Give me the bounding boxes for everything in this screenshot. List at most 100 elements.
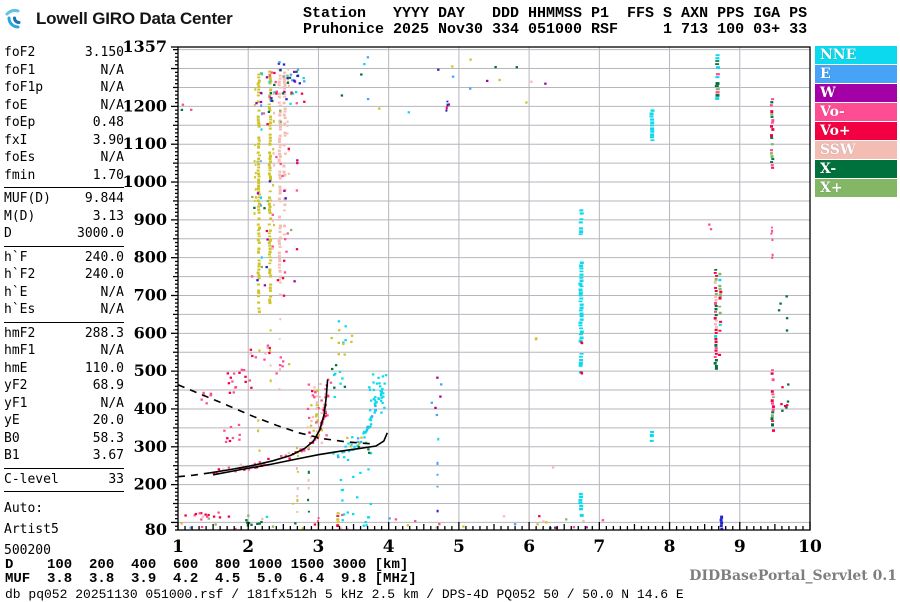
muf-values-row: MUF 3.8 3.8 3.9 4.2 4.5 5.0 6.4 9.8 [MHz…: [5, 571, 417, 587]
param-row: foF1p N/A: [4, 79, 124, 97]
param-value: N/A: [100, 284, 124, 300]
param-value: N/A: [100, 343, 124, 358]
param-row: MUF(D) 9.844: [4, 190, 124, 208]
param-value: 110.0: [84, 360, 124, 376]
param-row: C-level 33: [4, 471, 124, 489]
trace-fit-curves: [178, 379, 389, 478]
param-label: foF1p: [4, 80, 44, 95]
param-label: B0: [4, 430, 20, 446]
legend-item-vo: Vo-: [815, 103, 897, 121]
param-value: 68.9: [92, 378, 124, 393]
param-label: fxI: [4, 132, 28, 148]
y-tick-label: 900: [134, 210, 167, 229]
station-header-line2: Pruhonice 2025 Nov30 334 051000 RSF 1 71…: [303, 21, 808, 38]
param-value: 3.13: [92, 208, 124, 224]
param-label: h`F: [4, 249, 28, 265]
param-group-divider: [4, 491, 124, 492]
param-value: 58.3: [92, 430, 124, 446]
echo-points: [180, 54, 790, 530]
param-row: fxI 3.90: [4, 132, 124, 150]
servlet-version-label: DIDBasePortal_Servlet 0.1: [689, 568, 897, 584]
param-value: 240.0: [84, 249, 124, 265]
param-value: 9.844: [84, 191, 124, 206]
param-label: MUF(D): [4, 191, 51, 206]
param-row: B1 3.67: [4, 447, 124, 465]
param-label: B1: [4, 448, 20, 463]
param-row: yF2 68.9: [4, 377, 124, 395]
legend-item-ssw: SSW: [815, 141, 897, 159]
y-tick-label: 500: [134, 361, 167, 380]
scaled-parameters-panel: foF2 3.150 foF1 N/A foF1p N/A foE N/A foEp 0.48 fx…: [4, 44, 124, 561]
x-tick-label: 7: [593, 537, 605, 557]
param-label: h`Es: [4, 302, 36, 317]
y-tick-label: 1100: [122, 134, 167, 153]
param-label: foF2: [4, 45, 36, 60]
param-row: hmF1 N/A: [4, 342, 124, 360]
param-value: 3000.0: [77, 226, 124, 241]
x-tick-label: 2: [242, 537, 254, 557]
param-label: hmE: [4, 360, 28, 376]
param-row: h`Es N/A: [4, 301, 124, 319]
param-row: hmE 110.0: [4, 360, 124, 378]
param-label: h`E: [4, 284, 28, 300]
param-label: foEs: [4, 150, 36, 165]
param-label: yF1: [4, 395, 28, 411]
param-value: 3.67: [92, 448, 124, 463]
param-value: N/A: [100, 150, 124, 165]
record-info-line: db pq052 20251130 051000.rsf / 181fx512h…: [5, 587, 684, 602]
param-value: 3.90: [92, 132, 124, 148]
muf-transmission-curve: [178, 384, 372, 445]
param-value: 0.48: [92, 115, 124, 130]
autoscaling-line: Auto:: [4, 501, 44, 516]
param-group-divider: [4, 245, 124, 247]
param-group-divider: [4, 321, 124, 323]
y-tick-label: 200: [134, 475, 167, 494]
station-header: Station YYYY DAY DDD HHMMSS P1 FFS S AXN…: [303, 6, 807, 38]
x-tick-label: 4: [383, 537, 395, 557]
param-label: hmF2: [4, 325, 36, 341]
param-row: h`F2 240.0: [4, 266, 124, 284]
param-value: 1.70: [92, 167, 124, 183]
autoscaling-line: 500200: [4, 543, 51, 558]
param-row: M(D) 3.13: [4, 208, 124, 226]
y-tick-label: 800: [134, 248, 167, 267]
param-row: h`F 240.0: [4, 249, 124, 267]
param-label: h`F2: [4, 267, 36, 282]
param-label: M(D): [4, 208, 36, 224]
legend-item-nne: NNE: [815, 46, 897, 64]
param-row: h`E N/A: [4, 284, 124, 302]
param-row: foF2 3.150: [4, 44, 124, 62]
param-row: D 3000.0: [4, 225, 124, 243]
brand-header: Lowell GIRO Data Center: [4, 4, 233, 34]
param-row: B0 58.3: [4, 430, 124, 448]
param-value: N/A: [100, 62, 124, 78]
plot-axes: [171, 46, 811, 531]
x-tick-label: 1: [172, 537, 184, 557]
param-group-divider: [4, 187, 124, 188]
param-row: foEp 0.48: [4, 114, 124, 132]
y-tick-label: 1200: [122, 96, 167, 115]
param-label: hmF1: [4, 343, 36, 358]
x-tick-label: 10: [798, 537, 822, 557]
y-tick-label: 80: [145, 520, 167, 539]
param-value: 20.0: [92, 413, 124, 428]
param-label: D: [4, 226, 12, 241]
o-trace-fit: [209, 379, 329, 474]
y-tick-label: 1357: [122, 37, 167, 56]
param-value: 288.3: [84, 325, 124, 341]
param-row: foE N/A: [4, 97, 124, 115]
x-trace-fit: [212, 432, 389, 476]
autoscaling-info: Auto: Artist5 500200: [4, 498, 124, 561]
param-group-divider: [4, 467, 124, 469]
legend-item-x: X+: [815, 179, 897, 197]
param-value: N/A: [100, 395, 124, 411]
station-header-line1: Station YYYY DAY DDD HHMMSS P1 FFS S AXN…: [303, 5, 808, 22]
legend-item-vo: Vo+: [815, 122, 897, 140]
param-label: yF2: [4, 378, 28, 393]
param-row: fmin 1.70: [4, 167, 124, 185]
param-label: foEp: [4, 115, 36, 130]
y-tick-label: 1000: [122, 172, 167, 191]
param-label: foF1: [4, 62, 36, 78]
param-value: 240.0: [84, 267, 124, 282]
